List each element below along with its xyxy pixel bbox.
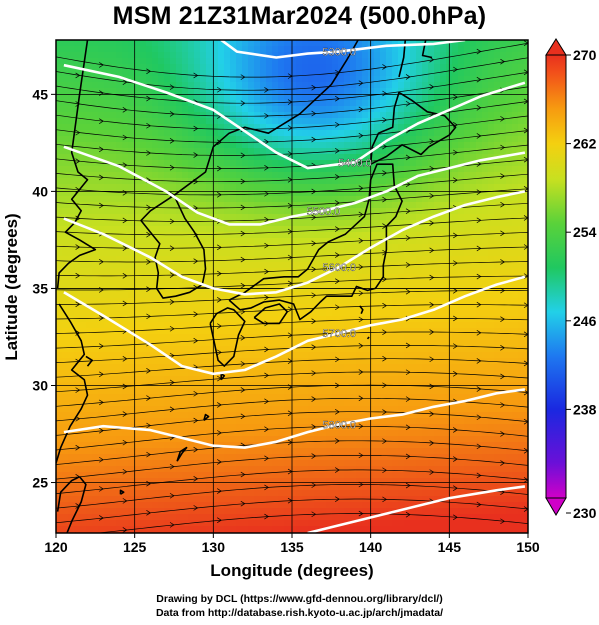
y-tick-label: 25 xyxy=(32,475,48,491)
colorbar-ticks: 270 262 254 246 238 230 xyxy=(566,47,597,521)
latitude-ticks: 25 30 35 40 45 xyxy=(32,86,56,491)
coastline-2 xyxy=(140,40,359,299)
contour-label: 5600.0 xyxy=(322,262,356,274)
contour-line-6 xyxy=(307,485,526,533)
contour-line-0 xyxy=(220,40,466,59)
coastline-9 xyxy=(176,446,188,462)
coastline-5 xyxy=(253,303,289,325)
colorbar-bottom-arrow xyxy=(545,497,567,516)
contour-line-4 xyxy=(63,275,526,376)
coastline-17 xyxy=(366,336,370,340)
coastline-11 xyxy=(220,373,226,381)
colorbar-tick-label: 238 xyxy=(573,401,597,417)
x-tick-label: 145 xyxy=(438,539,462,555)
colorbar-tick-label: 230 xyxy=(573,505,597,521)
y-tick-label: 45 xyxy=(32,86,48,102)
credit-data: Data from http://database.rish.kyoto-u.a… xyxy=(155,607,444,619)
contour-label: 5500.0 xyxy=(307,206,341,218)
y-axis-label: Latitude (degrees) xyxy=(2,213,21,360)
colorbar-top-arrow xyxy=(545,38,567,56)
contour-line-2 xyxy=(63,145,526,226)
x-axis-label: Longitude (degrees) xyxy=(210,561,373,580)
longitude-ticks: 120 125 130 135 140 145 150 xyxy=(44,533,540,555)
x-tick-label: 135 xyxy=(280,539,304,555)
x-tick-label: 130 xyxy=(202,539,226,555)
coastline-15 xyxy=(85,355,93,367)
x-tick-label: 120 xyxy=(44,539,68,555)
coastline-0 xyxy=(56,40,97,289)
y-tick-label: 35 xyxy=(32,280,48,296)
colorbar: 270 262 254 246 238 230 xyxy=(545,38,597,521)
contour-line-1 xyxy=(63,63,526,170)
contour-label: 5700.0 xyxy=(322,328,356,340)
contour-label: 5300.0 xyxy=(322,47,356,59)
contour-line-5 xyxy=(63,388,526,449)
y-tick-label: 40 xyxy=(32,183,48,199)
coastline-13 xyxy=(66,476,87,533)
colorbar-tick-label: 246 xyxy=(573,313,597,329)
coastline-10 xyxy=(203,413,210,422)
coastline-1 xyxy=(56,303,89,464)
contour-line-3 xyxy=(63,190,526,296)
coastline-3 xyxy=(209,307,246,367)
x-tick-label: 125 xyxy=(123,539,147,555)
colorbar-ramp xyxy=(545,54,567,499)
coastline-6 xyxy=(369,91,457,165)
credit-drawing: Drawing by DCL (https://www.gfd-dennou.o… xyxy=(156,593,443,605)
height-contours: 5300.0 5400.0 5500.0 5600.0 5700.0 5800.0 xyxy=(63,40,526,533)
colorbar-tick-label: 262 xyxy=(573,136,597,152)
x-tick-label: 140 xyxy=(359,539,383,555)
coastline-14 xyxy=(56,475,80,512)
colorbar-tick-label: 270 xyxy=(573,47,597,63)
y-tick-label: 30 xyxy=(32,377,48,393)
coastline-12 xyxy=(119,489,125,495)
coastline-16 xyxy=(359,305,364,315)
chart-title: MSM 21Z31Mar2024 (500.0hPa) xyxy=(112,2,487,30)
x-tick-label: 150 xyxy=(516,539,540,555)
contour-label: 5800.0 xyxy=(322,419,356,431)
contour-label: 5400.0 xyxy=(338,157,372,169)
colorbar-tick-label: 254 xyxy=(573,224,597,240)
